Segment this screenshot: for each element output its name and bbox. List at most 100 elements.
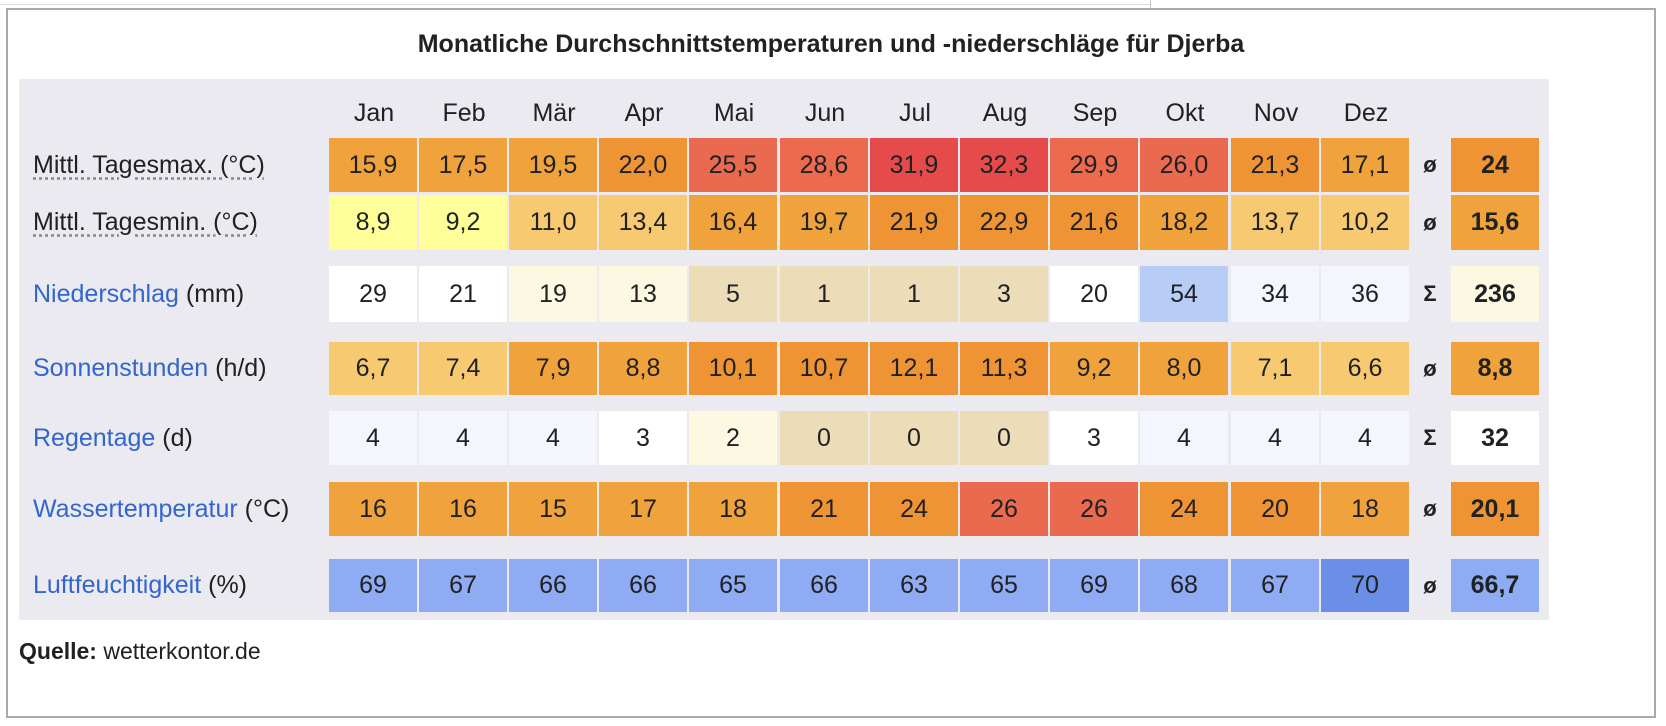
table-cell-luftfeuchtigkeit-feb: 67 bbox=[419, 559, 507, 612]
month-header-mai: Mai bbox=[713, 99, 755, 127]
source-label: Quelle: bbox=[19, 638, 97, 664]
table-cell-luftfeuchtigkeit-aug: 65 bbox=[960, 559, 1048, 612]
sum-icon: Σ bbox=[1423, 425, 1437, 450]
table-cell-luftfeuchtigkeit-sep: 69 bbox=[1050, 559, 1138, 612]
table-cell-wassertemperatur-jan: 16 bbox=[329, 482, 417, 536]
row-label-text: Mittl. Tagesmin. (°C) bbox=[33, 208, 258, 236]
row-label-niederschlag[interactable]: Niederschlag (mm) bbox=[33, 266, 244, 322]
month-header-okt: Okt bbox=[1165, 99, 1205, 127]
month-header-nov: Nov bbox=[1253, 99, 1299, 127]
row-label-text: (d) bbox=[155, 424, 193, 452]
table-cell-tagesmax-dez: 17,1 bbox=[1321, 138, 1409, 192]
table-cell-niederschlag-sep: 20 bbox=[1050, 266, 1138, 322]
table-cell-tagesmax-mär: 19,5 bbox=[509, 138, 597, 192]
table-cell-tagesmax-jan: 15,9 bbox=[329, 138, 417, 192]
table-cell-regentage-sep: 3 bbox=[1050, 411, 1138, 465]
table-cell-regentage-jun: 0 bbox=[780, 411, 868, 465]
table-cell-tagesmin-feb: 9,2 bbox=[419, 195, 507, 250]
table-cell-sonnenstunden-jan: 6,7 bbox=[329, 342, 417, 395]
table-cell-luftfeuchtigkeit-mai: 65 bbox=[689, 559, 777, 612]
table-cell-wassertemperatur-mai: 18 bbox=[689, 482, 777, 536]
table-cell-wassertemperatur-okt: 24 bbox=[1140, 482, 1228, 536]
table-total-tagesmax: 24 bbox=[1451, 138, 1539, 192]
table-cell-wassertemperatur-apr: 17 bbox=[599, 482, 687, 536]
table-cell-tagesmax-sep: 29,9 bbox=[1050, 138, 1138, 192]
row-label-text: (°C) bbox=[237, 495, 290, 523]
average-icon: ø bbox=[1423, 209, 1437, 235]
row-label-wassertemperatur[interactable]: Wassertemperatur (°C) bbox=[33, 482, 289, 536]
table-cell-tagesmin-sep: 21,6 bbox=[1050, 195, 1138, 250]
table-cell-tagesmin-dez: 10,2 bbox=[1321, 195, 1409, 250]
table-cell-sonnenstunden-feb: 7,4 bbox=[419, 342, 507, 395]
table-cell-wassertemperatur-aug: 26 bbox=[960, 482, 1048, 536]
table-total-niederschlag: 236 bbox=[1451, 266, 1539, 322]
table-cell-tagesmin-nov: 13,7 bbox=[1231, 195, 1319, 250]
table-cell-niederschlag-feb: 21 bbox=[419, 266, 507, 322]
table-cell-sonnenstunden-apr: 8,8 bbox=[599, 342, 687, 395]
page-top-divider bbox=[0, 4, 1150, 5]
table-cell-tagesmax-okt: 26,0 bbox=[1140, 138, 1228, 192]
table-cell-luftfeuchtigkeit-nov: 67 bbox=[1231, 559, 1319, 612]
month-header-jan: Jan bbox=[353, 99, 395, 127]
average-icon: ø bbox=[1423, 572, 1437, 598]
table-cell-tagesmax-feb: 17,5 bbox=[419, 138, 507, 192]
row-label-text: (mm) bbox=[178, 280, 245, 308]
table-cell-niederschlag-dez: 36 bbox=[1321, 266, 1409, 322]
month-header-dez: Dez bbox=[1343, 99, 1389, 127]
row-label-tagesmax: Mittl. Tagesmax. (°C) bbox=[33, 138, 265, 192]
table-cell-luftfeuchtigkeit-jun: 66 bbox=[780, 559, 868, 612]
table-cell-tagesmax-apr: 22,0 bbox=[599, 138, 687, 192]
table-cell-tagesmax-jul: 31,9 bbox=[870, 138, 958, 192]
table-cell-tagesmax-nov: 21,3 bbox=[1231, 138, 1319, 192]
average-icon: ø bbox=[1423, 355, 1437, 381]
table-cell-tagesmax-aug: 32,3 bbox=[960, 138, 1048, 192]
row-label-link[interactable]: Niederschlag bbox=[33, 280, 179, 308]
table-cell-tagesmin-mär: 11,0 bbox=[509, 195, 597, 250]
table-cell-wassertemperatur-mär: 15 bbox=[509, 482, 597, 536]
table-cell-wassertemperatur-jul: 24 bbox=[870, 482, 958, 536]
table-cell-sonnenstunden-mai: 10,1 bbox=[689, 342, 777, 395]
table-cell-luftfeuchtigkeit-jan: 69 bbox=[329, 559, 417, 612]
table-cell-niederschlag-mär: 19 bbox=[509, 266, 597, 322]
row-label-luftfeuchtigkeit[interactable]: Luftfeuchtigkeit (%) bbox=[33, 559, 247, 612]
row-label-tagesmin: Mittl. Tagesmin. (°C) bbox=[33, 195, 258, 250]
table-cell-sonnenstunden-okt: 8,0 bbox=[1140, 342, 1228, 395]
row-label-link[interactable]: Luftfeuchtigkeit bbox=[33, 571, 202, 599]
table-cell-niederschlag-jun: 1 bbox=[780, 266, 868, 322]
table-cell-tagesmax-jun: 28,6 bbox=[780, 138, 868, 192]
table-cell-niederschlag-aug: 3 bbox=[960, 266, 1048, 322]
table-cell-regentage-dez: 4 bbox=[1321, 411, 1409, 465]
month-header-apr: Apr bbox=[624, 99, 664, 127]
table-cell-sonnenstunden-dez: 6,6 bbox=[1321, 342, 1409, 395]
row-label-link[interactable]: Regentage bbox=[33, 424, 156, 452]
month-header-mar: Mär bbox=[532, 99, 576, 127]
climate-table: Jan Feb Mär Apr Mai Jun Jul Aug Sep Okt … bbox=[19, 79, 1549, 620]
table-cell-tagesmin-apr: 13,4 bbox=[599, 195, 687, 250]
table-total-sonnenstunden: 8,8 bbox=[1451, 342, 1539, 395]
table-cell-sonnenstunden-jul: 12,1 bbox=[870, 342, 958, 395]
table-cell-wassertemperatur-sep: 26 bbox=[1050, 482, 1138, 536]
table-cell-wassertemperatur-dez: 18 bbox=[1321, 482, 1409, 536]
row-label-text: Mittl. Tagesmax. (°C) bbox=[33, 151, 265, 179]
table-cell-tagesmin-jul: 21,9 bbox=[870, 195, 958, 250]
row-label-text: (h/d) bbox=[208, 354, 267, 382]
month-header-jul: Jul bbox=[899, 99, 931, 127]
row-label-regentage[interactable]: Regentage (d) bbox=[33, 411, 193, 465]
table-cell-niederschlag-jan: 29 bbox=[329, 266, 417, 322]
table-cell-sonnenstunden-sep: 9,2 bbox=[1050, 342, 1138, 395]
row-label-sonnenstunden[interactable]: Sonnenstunden (h/d) bbox=[33, 342, 267, 395]
row-label-link[interactable]: Wassertemperatur bbox=[33, 495, 238, 523]
table-cell-wassertemperatur-jun: 21 bbox=[780, 482, 868, 536]
table-cell-regentage-apr: 3 bbox=[599, 411, 687, 465]
table-cell-sonnenstunden-jun: 10,7 bbox=[780, 342, 868, 395]
source-link[interactable]: wetterkontor.de bbox=[96, 638, 261, 664]
source-line: Quelle: wetterkontor.de bbox=[19, 638, 261, 665]
table-total-luftfeuchtigkeit: 66,7 bbox=[1451, 559, 1539, 612]
table-cell-niederschlag-nov: 34 bbox=[1231, 266, 1319, 322]
table-title: Monatliche Durchschnittstemperaturen und… bbox=[417, 30, 1245, 58]
table-cell-regentage-jan: 4 bbox=[329, 411, 417, 465]
month-header-sep: Sep bbox=[1072, 99, 1118, 127]
average-icon: ø bbox=[1423, 152, 1437, 177]
table-cell-niederschlag-jul: 1 bbox=[870, 266, 958, 322]
row-label-link[interactable]: Sonnenstunden bbox=[33, 354, 209, 382]
